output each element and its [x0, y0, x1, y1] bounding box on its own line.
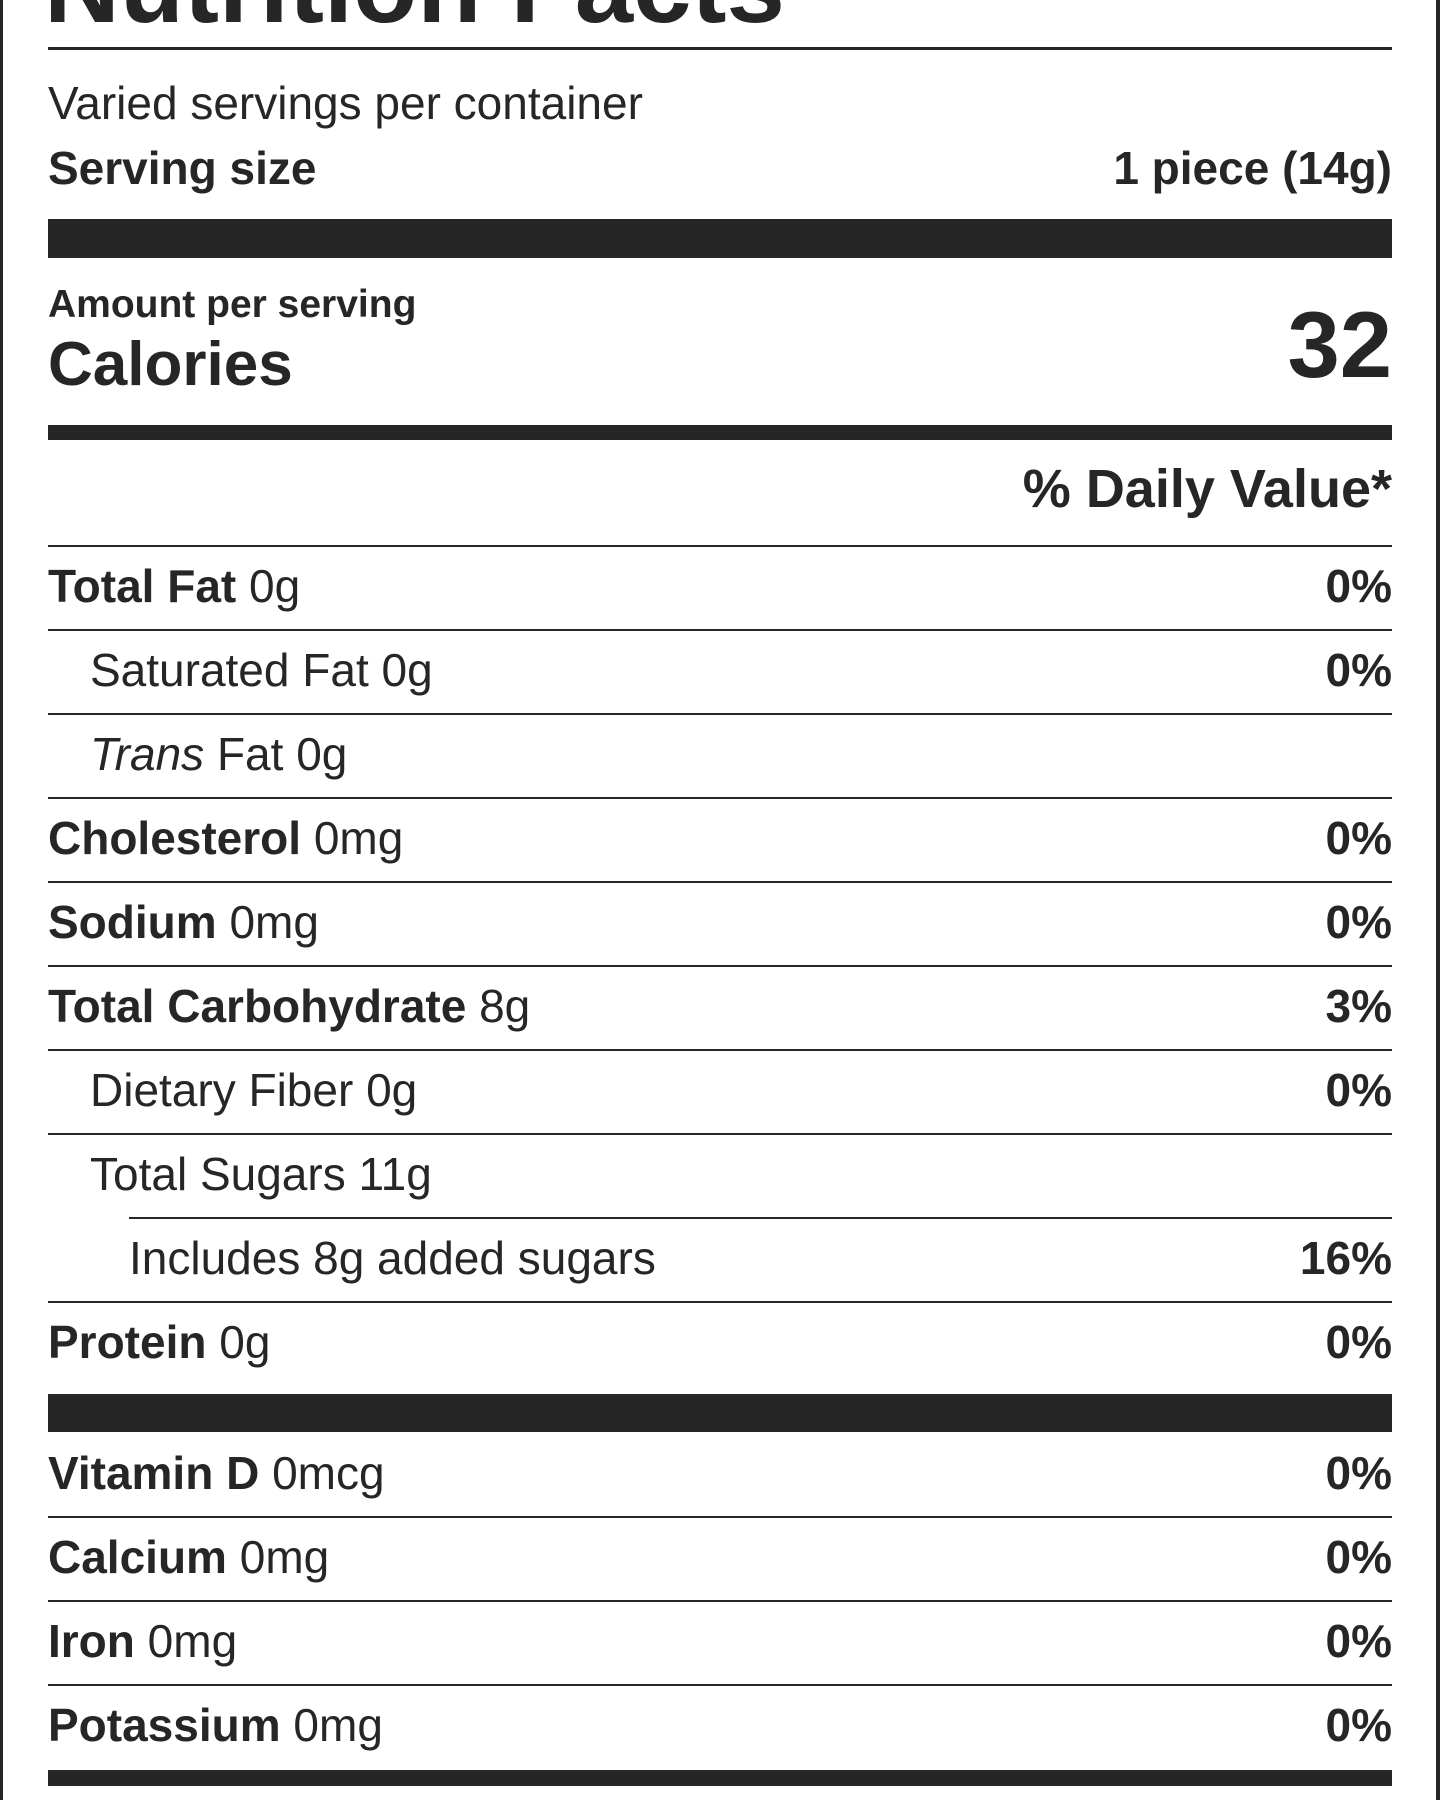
daily-value: 0%: [1325, 1447, 1392, 1499]
left-border: [0, 0, 3, 1800]
row-rule: [48, 1516, 1392, 1518]
nutrient-row: Saturated Fat 0g 0%: [48, 642, 1392, 698]
nutrient-row: Calcium 0mg 0%: [48, 1529, 1392, 1585]
nutrient-amount: 0mg: [229, 896, 319, 948]
daily-value: 0%: [1325, 812, 1392, 864]
nutrient-row: Total Sugars 11g: [48, 1146, 1392, 1202]
thick-bar: [48, 1394, 1392, 1432]
nutrient-name: Sodium: [48, 896, 217, 948]
serving-size-label: Serving size: [48, 142, 317, 194]
row-rule: [48, 713, 1392, 715]
nutrient-amount: 0mcg: [272, 1447, 385, 1499]
nutrient-row: Protein 0g 0%: [48, 1314, 1392, 1370]
nutrient-name: Saturated Fat: [90, 644, 369, 696]
nutrient-name: Total Fat: [48, 560, 237, 612]
daily-value: 0%: [1325, 644, 1392, 696]
daily-value-header: % Daily Value*: [1022, 459, 1392, 519]
daily-value: 3%: [1325, 980, 1392, 1032]
nutrient-amount: 11g: [358, 1148, 432, 1200]
thick-bar: [48, 219, 1392, 258]
daily-value: 0%: [1325, 1531, 1392, 1583]
nutrient-amount: 0g: [381, 644, 433, 696]
bottom-bar: [48, 1770, 1392, 1786]
nutrient-name: Cholesterol: [48, 812, 302, 864]
nutrient-row: Sodium 0mg 0%: [48, 894, 1392, 950]
nutrient-row: Cholesterol 0mg 0%: [48, 810, 1392, 866]
servings: Varied servings per container: [48, 77, 643, 129]
nutrient-name: Fat: [216, 728, 284, 780]
nutrient-name: Total Carbohydrate: [48, 980, 467, 1032]
calories-label: Calories: [48, 330, 293, 399]
amount-per-serving: Amount per serving: [48, 283, 417, 326]
medium-bar: [48, 425, 1392, 440]
nutrient-name: Dietary Fiber: [90, 1064, 354, 1116]
nutrient-amount: 8g: [479, 980, 531, 1032]
daily-value: 0%: [1325, 1316, 1392, 1368]
nutrient-row: Iron 0mg 0%: [48, 1613, 1392, 1669]
nutrient-row: Includes 8g added sugars 16%: [48, 1230, 1392, 1286]
nutrient-amount: 0g: [366, 1064, 418, 1116]
nutrient-name: Total Sugars: [90, 1148, 346, 1200]
nutrient-name: Potassium: [48, 1699, 281, 1751]
row-rule: [48, 881, 1392, 883]
nutrient-name: Vitamin D: [48, 1447, 260, 1499]
row-rule: [129, 1217, 1392, 1219]
nutrient-name: Includes 8g added sugars: [129, 1232, 656, 1284]
row-rule: [48, 1301, 1392, 1303]
nutrient-amount: 0g: [219, 1316, 271, 1368]
row-rule: [48, 1600, 1392, 1602]
row-rule: [48, 1133, 1392, 1135]
nutrient-amount: 0g: [249, 560, 301, 612]
serving-size-value: 1 piece (14g): [1113, 142, 1392, 194]
right-border: [1436, 0, 1440, 1800]
row-rule: [48, 965, 1392, 967]
nutrient-amount: 0mg: [147, 1615, 238, 1667]
row-rule: [48, 797, 1392, 799]
row-rule: [48, 545, 1392, 547]
nutrient-amount: 0mg: [313, 812, 404, 864]
nutrient-amount: 0mg: [293, 1699, 383, 1751]
daily-value: 0%: [1325, 560, 1392, 612]
daily-value: 0%: [1325, 1699, 1392, 1751]
title-rule: [48, 47, 1392, 50]
row-rule: [48, 629, 1392, 631]
nutrient-row: Vitamin D 0mcg 0%: [48, 1445, 1392, 1501]
nutrient-row: Dietary Fiber 0g 0%: [48, 1062, 1392, 1118]
daily-value: 16%: [1299, 1232, 1392, 1284]
nutrient-row: Potassium 0mg 0%: [48, 1697, 1392, 1753]
daily-value: 0%: [1325, 1064, 1392, 1116]
row-rule: [48, 1684, 1392, 1686]
nutrient-name: Protein: [48, 1316, 207, 1368]
nutrient-amount: 0g: [296, 728, 348, 780]
daily-value: 0%: [1325, 1615, 1392, 1667]
nutrient-row: Total Fat 0g 0%: [48, 558, 1392, 614]
nutrient-row: Total Carbohydrate 8g 3%: [48, 978, 1392, 1034]
nutrient-row: Trans Fat 0g: [48, 726, 1392, 782]
calories-value: 32: [1287, 292, 1392, 397]
daily-value: 0%: [1325, 896, 1392, 948]
nutrient-name: Calcium: [48, 1531, 227, 1583]
nutrient-amount: 0mg: [239, 1531, 330, 1583]
row-rule: [48, 1049, 1392, 1051]
nutrient-name: Iron: [48, 1615, 135, 1667]
title: Nutrition Facts: [44, 0, 785, 39]
nutrient-name-italic: Trans: [90, 728, 205, 780]
